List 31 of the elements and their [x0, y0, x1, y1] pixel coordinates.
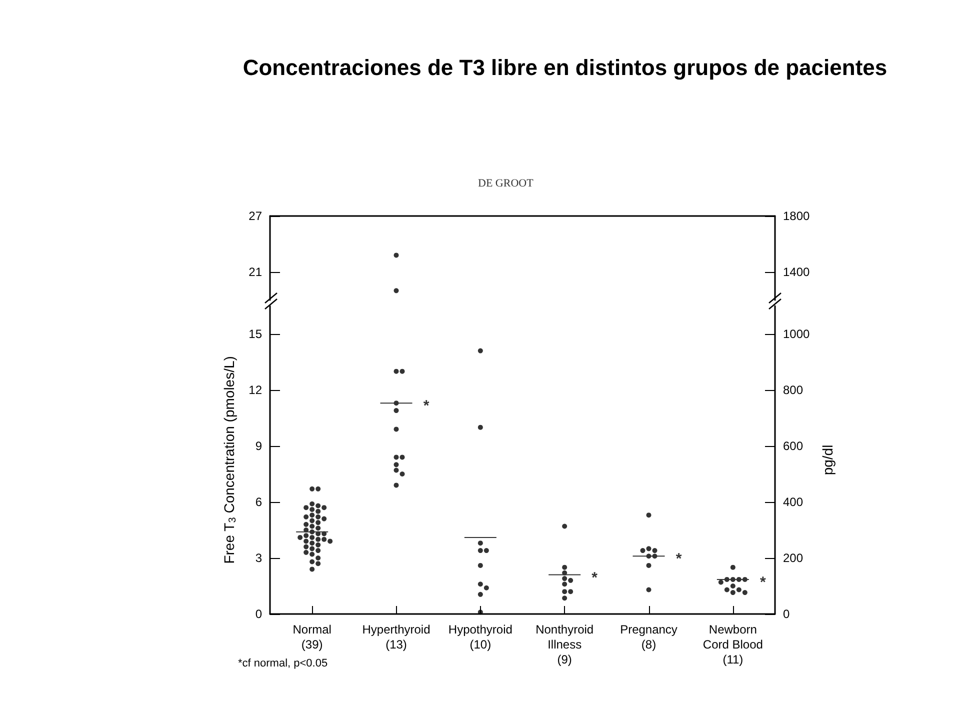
y2-axis-title: pg/dl — [820, 444, 836, 476]
x-tick-label: Pregnancy (8) — [620, 622, 678, 652]
text: DE GROOT — [478, 178, 534, 190]
y-tick-label: 6 — [255, 495, 262, 509]
y-tick-label: 0 — [255, 607, 262, 621]
y-tick-label: 9 — [255, 439, 262, 453]
annotation: * — [676, 550, 682, 568]
y-tick-label: 12 — [248, 383, 262, 397]
y2-tick-label: 1800 — [783, 209, 810, 223]
annotation: * — [760, 574, 766, 591]
y2-tick-label: 200 — [783, 551, 804, 565]
y2-tick-label: 800 — [783, 383, 804, 397]
x-tick-label: Newborn Cord Blood (11) — [702, 622, 763, 666]
y2-tick-label: 1000 — [783, 327, 810, 341]
y2-tick-label: 0 — [783, 607, 790, 621]
x-tick-label: Normal (39) — [292, 622, 332, 652]
y2-tick-label: 600 — [783, 439, 804, 453]
chart-title: Concentraciones de T3 libre en distintos grupos de pacientes — [242, 54, 888, 82]
x-tick-label: Hypothyroid (10) — [448, 622, 512, 652]
y-tick-label: 3 — [255, 551, 262, 565]
x-tick-label: Hyperthyroid (13) — [362, 622, 430, 652]
x-tick-label: Nonthyroid Illness (9) — [536, 622, 594, 666]
annotation: * — [423, 398, 430, 415]
y-axis-title: Free T3 Concentration (pmoles/L) — [220, 356, 238, 564]
y-tick-label: 27 — [248, 209, 262, 223]
y2-tick-label: 400 — [783, 495, 804, 509]
text: *cf normal, p<0.05 — [238, 658, 328, 670]
y-tick-label: 15 — [248, 327, 262, 341]
annotation: * — [592, 569, 598, 586]
y-tick-label: 21 — [248, 265, 262, 279]
y2-tick-label: 1400 — [783, 265, 810, 279]
